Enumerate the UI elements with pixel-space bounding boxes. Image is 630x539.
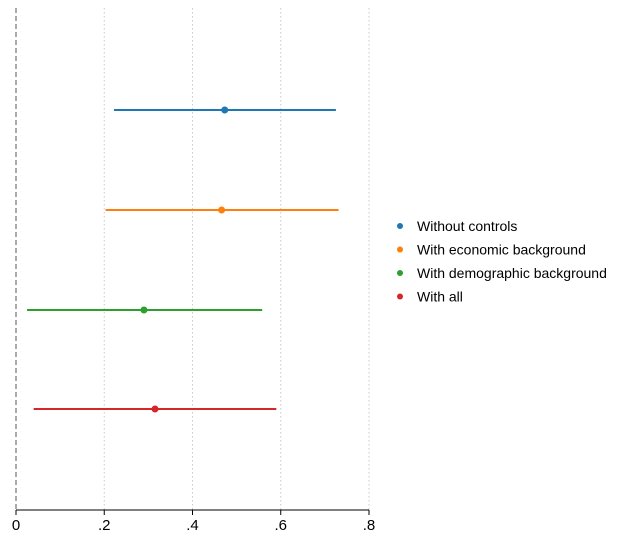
legend-label-2: With demographic background xyxy=(417,265,607,281)
point-estimate-3 xyxy=(151,405,159,413)
point-estimate-2 xyxy=(140,306,148,314)
x-tick-label-3: .6 xyxy=(274,517,287,534)
legend-marker-2 xyxy=(397,270,403,276)
legend-label-0: Without controls xyxy=(417,218,517,234)
legend-label-3: With all xyxy=(417,289,463,305)
legend-marker-0 xyxy=(397,223,403,229)
x-tick-label-2: .4 xyxy=(186,517,199,534)
legend: Without controls With economic background… xyxy=(397,218,607,305)
point-estimate-0 xyxy=(221,106,229,114)
series-layer xyxy=(27,106,339,413)
x-tick-label-4: .8 xyxy=(363,517,376,534)
x-tick-label-0: 0 xyxy=(12,517,20,534)
legend-marker-1 xyxy=(397,246,403,253)
grid-layer xyxy=(15,8,370,510)
point-estimate-1 xyxy=(218,206,226,214)
x-axis: 0 .2 .4 .6 .8 xyxy=(12,509,376,534)
legend-marker-3 xyxy=(397,293,403,300)
x-tick-label-1: .2 xyxy=(98,517,111,534)
legend-label-1: With economic background xyxy=(417,242,586,258)
